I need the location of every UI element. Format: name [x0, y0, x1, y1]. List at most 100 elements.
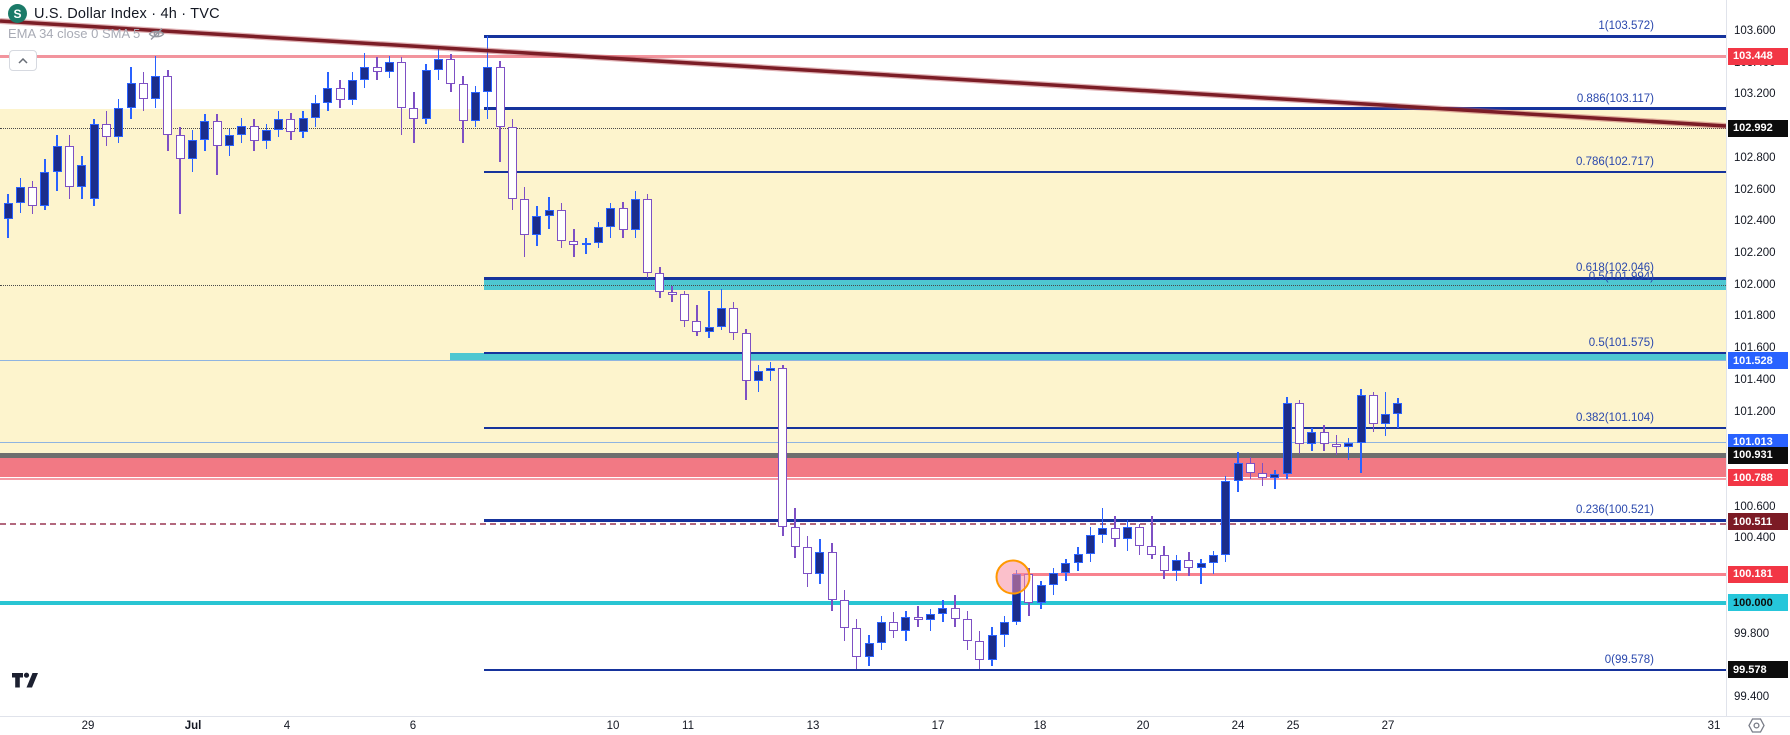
time-tick-label[interactable]: 29	[81, 720, 95, 732]
candle-body[interactable]	[1208, 555, 1218, 564]
candle-body[interactable]	[593, 227, 603, 243]
candle-body[interactable]	[1245, 463, 1255, 473]
candle-body[interactable]	[335, 87, 345, 101]
candle-body[interactable]	[1024, 574, 1034, 603]
time-tick-label[interactable]: 31	[1707, 720, 1721, 732]
candle-body[interactable]	[1331, 444, 1341, 448]
candle-body[interactable]	[434, 58, 443, 71]
time-tick-label[interactable]: 4	[283, 720, 291, 732]
candle-body[interactable]	[520, 198, 530, 235]
candle-body[interactable]	[630, 198, 640, 231]
candle-body[interactable]	[790, 526, 800, 548]
candle-body[interactable]	[815, 552, 825, 575]
time-tick-label[interactable]: 27	[1381, 720, 1395, 732]
time-tick-label[interactable]: 25	[1286, 720, 1300, 732]
candle-body[interactable]	[999, 621, 1009, 635]
candle-body[interactable]	[729, 307, 739, 334]
price-badge-100000[interactable]: 100.000	[1728, 594, 1788, 612]
candle-body[interactable]	[1368, 395, 1378, 424]
time-tick-label[interactable]: 6	[409, 720, 417, 732]
candle-body[interactable]	[987, 634, 997, 660]
fib-line-05[interactable]	[484, 351, 1726, 355]
fib-line-0236[interactable]	[484, 519, 1726, 522]
candle-body[interactable]	[163, 76, 173, 136]
timezone-settings-icon[interactable]	[1748, 718, 1765, 733]
candle-body[interactable]	[1282, 403, 1292, 475]
candle-body[interactable]	[913, 617, 923, 621]
candle-body[interactable]	[1110, 528, 1120, 540]
candle-body[interactable]	[224, 135, 234, 147]
time-tick-label[interactable]: 20	[1136, 720, 1150, 732]
fib-line-0886[interactable]	[484, 107, 1726, 110]
candle-body[interactable]	[950, 607, 960, 619]
candle-body[interactable]	[680, 293, 689, 321]
time-tick-label[interactable]: 11	[682, 720, 694, 732]
candle-body[interactable]	[1270, 474, 1280, 478]
time-tick-label[interactable]: 17	[931, 720, 945, 732]
candle-body[interactable]	[421, 70, 431, 120]
candle-body[interactable]	[889, 621, 899, 632]
candle-body[interactable]	[470, 92, 480, 121]
eye-off-icon[interactable]	[148, 27, 165, 41]
fib-line-0382[interactable]	[484, 426, 1726, 430]
hline-100931[interactable]	[0, 452, 1726, 458]
candle-body[interactable]	[1356, 395, 1366, 443]
candle-body[interactable]	[347, 79, 357, 101]
candle-body[interactable]	[618, 208, 628, 231]
candle-body[interactable]	[1381, 414, 1391, 424]
candle-body[interactable]	[1295, 403, 1304, 445]
candle-body[interactable]	[901, 617, 911, 632]
price-badge-100511[interactable]: 100.511	[1728, 513, 1788, 531]
collapse-legend-button[interactable]	[9, 50, 37, 71]
candle-body[interactable]	[126, 82, 136, 109]
candle-body[interactable]	[1098, 528, 1108, 535]
price-badge-101528[interactable]: 101.528	[1728, 352, 1788, 370]
candle-body[interactable]	[188, 139, 197, 159]
candle-body[interactable]	[77, 165, 87, 188]
candle-body[interactable]	[483, 66, 493, 93]
hline-100181[interactable]	[1013, 572, 1726, 576]
hline-101013[interactable]	[0, 441, 1726, 444]
candle-body[interactable]	[237, 125, 247, 136]
candle-body[interactable]	[298, 117, 308, 132]
candle-body[interactable]	[839, 599, 849, 629]
candle-body[interactable]	[1196, 563, 1206, 568]
time-tick-label[interactable]: 18	[1033, 720, 1047, 732]
hline-100000[interactable]	[0, 600, 1726, 605]
candle-body[interactable]	[138, 82, 148, 99]
candle-body[interactable]	[1147, 545, 1157, 556]
candle-body[interactable]	[507, 127, 517, 199]
indicator-legend[interactable]: EMA 34 close 0 SMA 5	[8, 26, 165, 41]
candle-body[interactable]	[1049, 572, 1058, 586]
candle-body[interactable]	[409, 108, 419, 120]
candle-body[interactable]	[1344, 442, 1354, 448]
candle-body[interactable]	[1073, 553, 1083, 564]
candle-body[interactable]	[716, 307, 726, 327]
candle-body[interactable]	[286, 119, 296, 132]
price-badge-103448[interactable]: 103.448	[1728, 47, 1788, 65]
candle-body[interactable]	[114, 108, 124, 137]
candle-body[interactable]	[323, 87, 333, 104]
candle-body[interactable]	[569, 241, 579, 245]
candle-body[interactable]	[15, 187, 25, 204]
candle-body[interactable]	[274, 119, 284, 131]
candle-body[interactable]	[249, 125, 259, 142]
fib-line-0[interactable]	[484, 668, 1726, 672]
candle-body[interactable]	[876, 621, 886, 643]
time-tick-label[interactable]: Jul	[184, 720, 202, 732]
candle-body[interactable]	[926, 614, 935, 621]
candle-body[interactable]	[803, 547, 812, 575]
candle-body[interactable]	[864, 642, 874, 657]
candle-body[interactable]	[1393, 403, 1403, 415]
time-tick-label[interactable]: 13	[806, 720, 820, 732]
candle-body[interactable]	[766, 368, 776, 372]
fib-line-0618[interactable]	[484, 277, 1726, 280]
candle-body[interactable]	[1061, 563, 1071, 573]
time-tick-label[interactable]: 24	[1231, 720, 1245, 732]
price-badge-99578[interactable]: 99.578	[1728, 661, 1788, 679]
candle-body[interactable]	[1135, 526, 1145, 546]
candle-body[interactable]	[3, 203, 13, 220]
candle-body[interactable]	[89, 124, 99, 199]
candle-body[interactable]	[852, 628, 862, 657]
candle-body[interactable]	[1012, 574, 1022, 622]
